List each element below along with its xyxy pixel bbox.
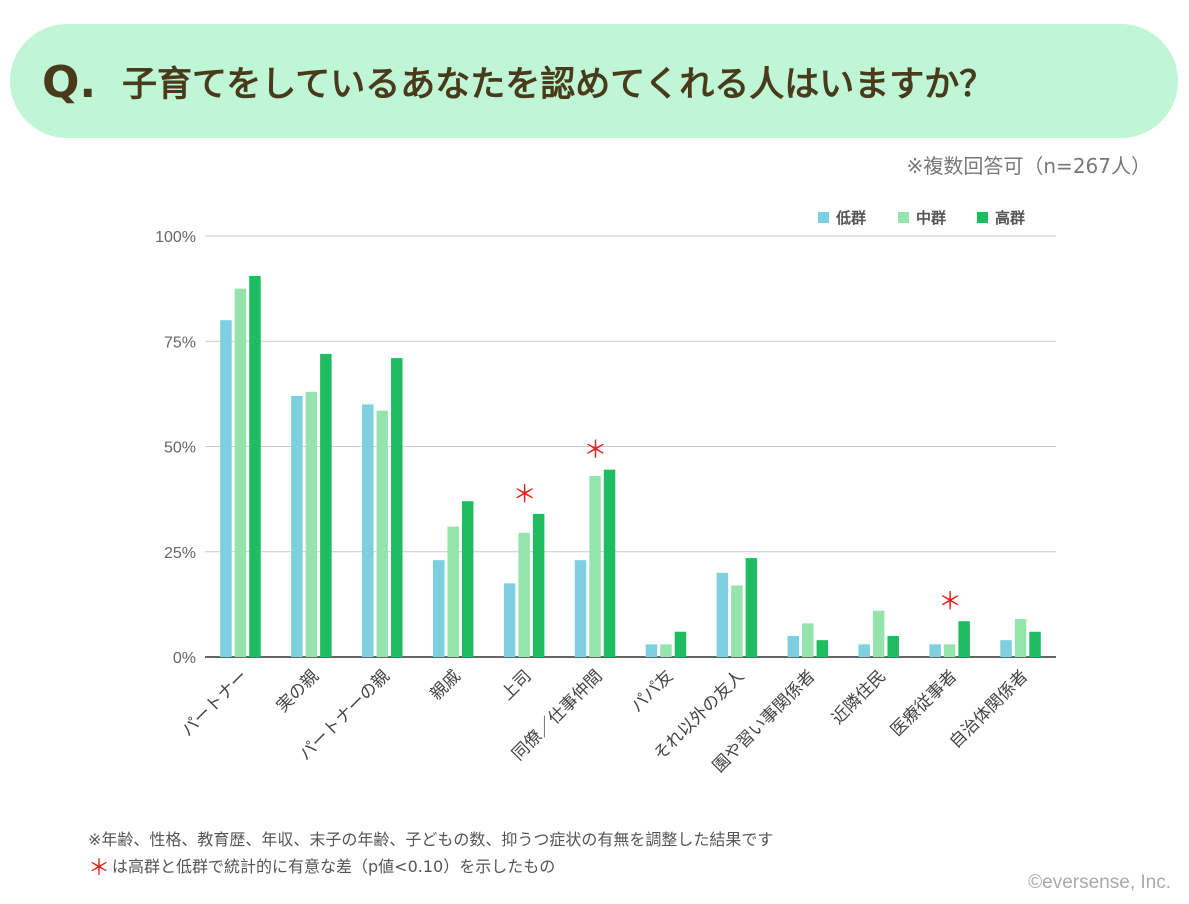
significance-star: ＊ xyxy=(513,480,537,508)
bar xyxy=(589,475,601,657)
legend-label: 高群 xyxy=(995,209,1025,227)
bar xyxy=(802,623,814,657)
bar xyxy=(320,353,332,657)
y-tick-label: 100% xyxy=(155,229,196,246)
footnote-significance-text: は高群と低群で統計的に有意な差（p値<0.10）を示したもの xyxy=(112,857,556,876)
bar xyxy=(249,275,261,657)
bar xyxy=(887,635,899,657)
bar xyxy=(787,635,800,657)
category-label: 親戚 xyxy=(427,666,465,704)
bar xyxy=(872,610,885,657)
bar xyxy=(958,621,970,657)
bar xyxy=(645,644,658,657)
bar xyxy=(929,644,941,657)
category-label: 実の親 xyxy=(273,666,323,716)
bar xyxy=(220,320,232,657)
category-label: 上司 xyxy=(497,666,535,704)
legend-swatch xyxy=(818,212,829,223)
bar xyxy=(461,501,474,657)
bar xyxy=(816,640,829,657)
category-label: パパ友 xyxy=(627,666,677,716)
y-tick-label: 75% xyxy=(164,334,196,351)
bar xyxy=(376,410,389,657)
legend-swatch xyxy=(898,212,909,223)
bar xyxy=(532,513,545,657)
y-tick-label: 50% xyxy=(164,440,196,457)
bar xyxy=(660,644,672,657)
bar xyxy=(943,644,956,657)
bar xyxy=(432,560,445,657)
category-label: パートナー xyxy=(178,666,252,740)
category-label: 医療従事者 xyxy=(887,666,961,740)
significance-star: ＊ xyxy=(584,436,608,464)
legend-label: 低群 xyxy=(835,209,866,227)
significance-star: ＊ xyxy=(938,587,962,615)
legend-label: 中群 xyxy=(916,209,946,227)
bar xyxy=(1014,619,1027,657)
bar xyxy=(674,631,687,657)
bar xyxy=(603,469,616,657)
question-mark-label: Q. xyxy=(42,57,97,108)
bar xyxy=(1029,631,1041,657)
question-banner xyxy=(10,24,1178,138)
bar xyxy=(305,391,318,657)
bar xyxy=(234,288,247,657)
bar xyxy=(716,572,729,657)
question-title: 子育てをしているあなたを認めてくれる人はいますか？ xyxy=(122,65,995,105)
bar xyxy=(1000,640,1012,657)
copyright: ©eversense, Inc. xyxy=(1028,872,1171,893)
bar xyxy=(362,404,374,657)
y-tick-label: 25% xyxy=(164,545,196,562)
bar xyxy=(745,558,758,657)
significance-star-icon: ＊ xyxy=(88,856,111,881)
bar xyxy=(574,560,587,657)
bar xyxy=(858,644,870,657)
legend-swatch xyxy=(977,212,988,223)
bar xyxy=(391,358,403,657)
y-tick-label: 0% xyxy=(173,650,196,667)
sample-note: ※複数回答可（n=267人） xyxy=(906,154,1151,178)
bar xyxy=(731,585,743,657)
bar xyxy=(291,395,303,657)
footnote-significance: ＊は高群と低群で統計的に有意な差（p値<0.10）を示したもの xyxy=(88,850,555,882)
bar xyxy=(518,532,530,657)
category-label: 近隣住民 xyxy=(828,666,890,728)
bar xyxy=(447,526,459,657)
bar xyxy=(503,583,516,657)
footnote-adjustment: ※年齢、性格、教育歴、年収、末子の年齢、子どもの数、抑うつ症状の有無を調整した結… xyxy=(88,830,774,849)
